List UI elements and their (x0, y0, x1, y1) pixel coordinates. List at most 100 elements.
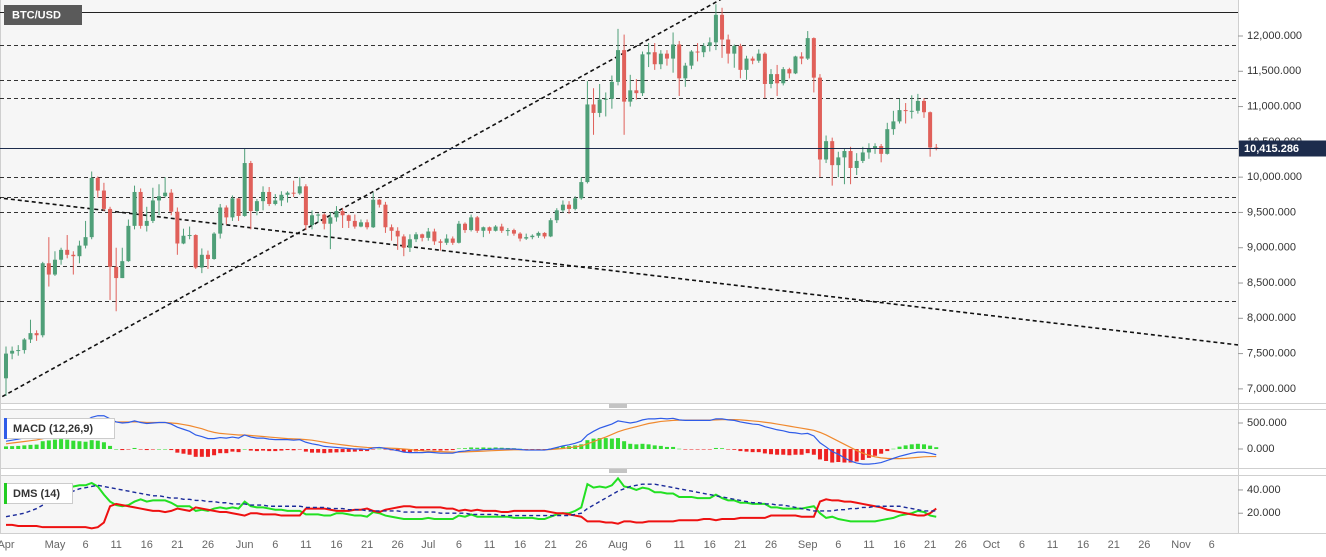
histogram-bar (738, 449, 743, 452)
candle-body (885, 129, 890, 154)
candle-body (199, 254, 204, 268)
candle-body (652, 52, 657, 65)
resize-grip[interactable] (609, 469, 627, 473)
histogram-bar (218, 449, 223, 454)
candle-body (322, 214, 327, 224)
histogram-bar (346, 449, 351, 452)
candle-body (365, 222, 370, 228)
candle-body (444, 238, 449, 243)
dms-line (5, 483, 937, 518)
candle-body (218, 207, 223, 234)
histogram-bar (854, 449, 859, 462)
candle-body (603, 98, 608, 100)
main-legend[interactable]: BTC/USD (4, 5, 82, 25)
histogram-bar (358, 449, 363, 452)
x-tick-label: Oct (983, 539, 1000, 551)
histogram-bar (322, 449, 327, 454)
histogram-bar (756, 449, 761, 453)
candle-body (316, 214, 321, 216)
candle-body (389, 227, 394, 231)
candle-body (524, 237, 529, 239)
x-tick-label: 21 (734, 539, 746, 551)
histogram-bar (658, 445, 663, 450)
histogram-bar (707, 449, 712, 450)
histogram-bar (622, 441, 627, 450)
histogram-bar (261, 449, 266, 451)
candle-body (585, 104, 590, 183)
candle-body (848, 151, 853, 168)
candle-body (328, 217, 333, 224)
histogram-bar (891, 448, 896, 450)
candle-body (567, 204, 572, 209)
resize-grip[interactable] (609, 404, 627, 408)
histogram-bar (108, 445, 113, 450)
candle-body (254, 201, 259, 212)
candle-body (530, 235, 535, 238)
x-tick-label: 11 (484, 539, 495, 551)
x-tick-label: 11 (300, 539, 311, 551)
main-plot (0, 0, 1238, 399)
x-tick-label: 16 (704, 539, 716, 551)
candle-body (536, 232, 541, 236)
candle-body (187, 235, 192, 237)
macd-legend[interactable]: MACD (12,26,9) (4, 418, 115, 439)
histogram-bar (915, 443, 920, 450)
histogram-bar (616, 438, 620, 450)
candle-body (297, 186, 302, 194)
y-tick-label: 9,500.000 (1247, 206, 1296, 218)
candle-body (414, 234, 419, 240)
candle-body (750, 58, 755, 61)
candle-body (726, 39, 731, 54)
histogram-bar (695, 449, 700, 450)
candle-body (303, 186, 308, 226)
histogram-bar (65, 439, 70, 450)
histogram-bar (193, 449, 198, 457)
y-tick-label: 7,500.000 (1247, 348, 1296, 360)
histogram-bar (762, 449, 767, 454)
histogram-bar (285, 449, 290, 451)
candle-body (897, 110, 902, 122)
candle-body (28, 333, 33, 340)
x-tick-label: 26 (765, 539, 777, 551)
histogram-bar (438, 449, 443, 451)
candle-body (279, 194, 284, 201)
candle-body (469, 217, 474, 231)
x-tick-label: 26 (575, 539, 587, 551)
candle-body (242, 163, 247, 216)
x-tick-label: Jun (236, 539, 254, 551)
candle-body (554, 210, 559, 221)
dms-legend[interactable]: DMS (14) (4, 483, 73, 504)
histogram-bar (554, 447, 559, 450)
histogram-bar (897, 446, 902, 450)
x-tick-label: 21 (361, 539, 373, 551)
histogram-bar (928, 445, 933, 450)
candle-body (285, 192, 290, 195)
histogram-bar (310, 449, 314, 453)
main-title: BTC/USD (12, 9, 61, 21)
candle-body (52, 259, 57, 275)
histogram-bar (383, 449, 388, 450)
histogram-bar (677, 448, 682, 450)
histogram-bar (781, 449, 786, 455)
macd-line (5, 415, 937, 465)
histogram-bar (407, 449, 412, 453)
histogram-bar (340, 449, 345, 453)
histogram-bar (885, 449, 890, 452)
candle-body (713, 14, 718, 43)
histogram-bar (46, 440, 51, 450)
histogram-bar (157, 449, 161, 450)
candle-body (346, 215, 351, 221)
candle-body (407, 239, 412, 248)
x-tick-label: 6 (456, 539, 462, 551)
histogram-bar (267, 449, 272, 452)
histogram-bar (450, 449, 455, 451)
x-tick-label: May (45, 539, 66, 551)
histogram-bar (848, 449, 853, 463)
dms-title: DMS (14) (13, 488, 60, 500)
histogram-bar (775, 449, 780, 455)
y-tick-label: 8,000.000 (1247, 312, 1296, 324)
candle-body (114, 266, 119, 279)
candle-body (205, 254, 210, 260)
candle-body (542, 232, 547, 237)
candle-body (511, 230, 516, 234)
